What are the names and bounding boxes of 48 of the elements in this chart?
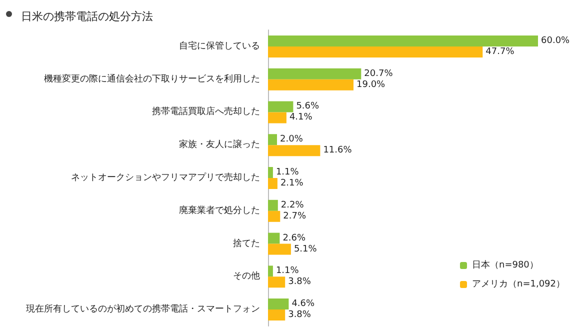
legend-label: アメリカ（n=1,092）	[472, 280, 566, 290]
bar	[268, 101, 294, 112]
y-tick-label: 廃棄業者で処分した	[179, 204, 260, 216]
text: 日米の携帯電話の処分方法	[21, 10, 153, 23]
y-tick-label: 自宅に保管している	[179, 40, 260, 52]
data-label: 1.1%	[276, 168, 300, 178]
bar	[268, 178, 278, 189]
data-label: 2.0%	[280, 134, 304, 145]
data-label: 2.6%	[282, 233, 306, 244]
data-label: 20.7%	[364, 68, 394, 79]
data-label: 11.6%	[323, 146, 352, 156]
y-tick-label: 携帯電話買取店へ売却した	[152, 106, 260, 118]
data-label: 5.1%	[294, 244, 318, 254]
data-label: 60.0%	[541, 36, 570, 46]
data-label: 4.6%	[292, 299, 316, 310]
bar	[268, 145, 320, 156]
y-tick-label: 家族・友人に譲った	[179, 139, 260, 150]
bar	[268, 298, 289, 310]
bar	[268, 310, 286, 321]
y-tick-label: ネットオークションやフリマアプリで売却した	[71, 172, 260, 183]
y-tick-label: 現在所有しているのが初めての携帯電話・スマートフォン	[26, 304, 260, 315]
bar	[268, 79, 354, 90]
data-label: 2.1%	[280, 178, 304, 188]
data-label: 2.7%	[283, 211, 306, 222]
legend-label: 日本（n=980）	[472, 260, 538, 270]
bar	[268, 266, 273, 277]
data-label: 1.1%	[276, 266, 300, 276]
y-tick-label: その他	[233, 270, 260, 282]
data-label: 3.8%	[288, 310, 312, 320]
bar	[268, 210, 280, 222]
y-tick-label: 捨てた	[233, 238, 260, 249]
bar	[268, 134, 277, 146]
data-label: 4.1%	[289, 112, 313, 123]
data-label: 3.8%	[288, 277, 312, 288]
data-label: 19.0%	[356, 80, 386, 90]
bar	[268, 200, 278, 211]
bar	[268, 244, 291, 255]
bar	[268, 35, 538, 46]
y-tick-label: 機種変更の際に通信会社の下取りサービスを利用した	[44, 73, 260, 84]
data-label: 2.2%	[280, 200, 304, 210]
data-label: 5.6%	[296, 102, 320, 112]
bar	[268, 112, 286, 124]
bar	[268, 68, 362, 80]
bar	[268, 232, 280, 244]
data-label: 47.7%	[486, 46, 515, 57]
bar	[268, 276, 286, 288]
bar	[268, 46, 483, 58]
bar	[268, 167, 273, 178]
